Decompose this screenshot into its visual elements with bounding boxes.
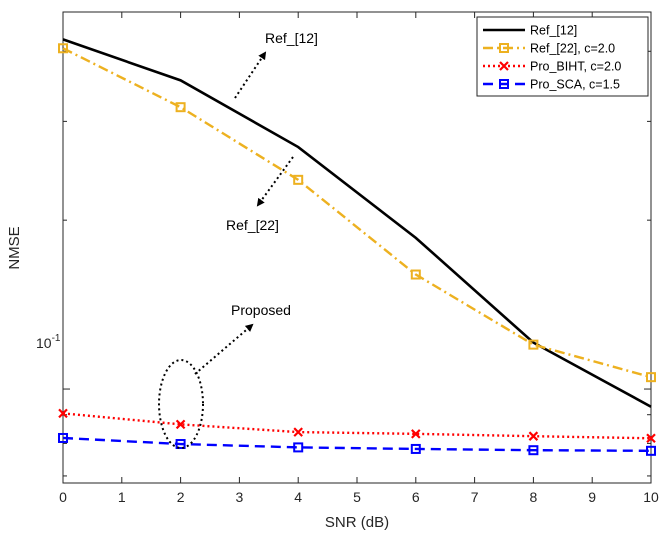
- series-2-point-4: [528, 431, 539, 441]
- series-3-point-0: [58, 432, 68, 443]
- x-tick-label-1: 1: [118, 489, 126, 505]
- series-1-point-3: [410, 269, 421, 280]
- x-tick-label-6: 6: [412, 489, 420, 505]
- series-2-point-3: [411, 429, 421, 439]
- y-axis-label: NMSE: [6, 226, 23, 269]
- series-2-point-2: [293, 427, 303, 437]
- legend-label-1: Ref_[22], c=2.0: [530, 42, 615, 56]
- legend-entry-1: Ref_[22], c=2.0: [483, 42, 615, 56]
- legend-label-3: Pro_SCA, c=1.5: [530, 78, 620, 92]
- legend-marker-2: [499, 61, 509, 71]
- series-3-point-3: [410, 443, 421, 454]
- legend-label-0: Ref_[12]: [530, 24, 577, 38]
- annotation-proposed-ellipse: [158, 359, 204, 449]
- legend-marker-1: [499, 43, 509, 53]
- series-line-2: [62, 412, 652, 440]
- series-1-point-1: [175, 102, 186, 113]
- series-2: [58, 408, 656, 444]
- x-tick-label-0: 0: [59, 489, 67, 505]
- y-tick-base: 10: [36, 335, 52, 351]
- x-tick-label-5: 5: [353, 489, 361, 505]
- legend-entry-2: Pro_BIHT, c=2.0: [483, 60, 621, 74]
- series-layer: [58, 38, 656, 456]
- series-3-point-4: [528, 445, 539, 456]
- series-2-point-5: [646, 433, 656, 444]
- x-tick-label-2: 2: [177, 489, 185, 505]
- annotation-ref22: Ref_[22]: [226, 156, 294, 233]
- series-0: [62, 38, 652, 408]
- series-1-point-4: [528, 339, 539, 350]
- annotation-proposed-label: Proposed: [231, 302, 291, 318]
- legend-entry-3: Pro_SCA, c=1.5: [483, 78, 620, 92]
- x-tick-label-3: 3: [236, 489, 244, 505]
- x-axis-label: SNR (dB): [325, 514, 389, 531]
- x-tick-label-4: 4: [294, 489, 302, 505]
- legend-label-2: Pro_BIHT, c=2.0: [530, 60, 621, 74]
- y-tick-label-0.1: 10-1: [36, 333, 61, 351]
- series-3: [58, 432, 656, 456]
- annotation-ref22-label: Ref_[22]: [226, 217, 279, 233]
- annotation-ref12: Ref_[12]: [234, 30, 318, 99]
- x-tick-label-10: 10: [643, 489, 659, 505]
- axis-ticks: 0 1 2 3 4 5 6 7 8 9 10: [59, 12, 659, 505]
- x-tick-label-9: 9: [588, 489, 596, 505]
- annotation-ref12-arrow: [234, 51, 267, 99]
- series-line-3: [62, 436, 652, 453]
- series-3-point-1: [175, 439, 186, 450]
- legend: Ref_[12] Ref_[22], c=2.0 Pro_BIHT, c=2.0 Pr…: [476, 16, 649, 97]
- x-tick-label-7: 7: [471, 489, 479, 505]
- annotation-proposed: Proposed: [158, 302, 291, 449]
- series-1-point-5: [646, 372, 656, 383]
- legend-marker-3: [499, 79, 509, 89]
- x-tick-label-8: 8: [530, 489, 538, 505]
- annotation-ref12-label: Ref_[12]: [265, 30, 318, 46]
- series-1: [58, 43, 656, 383]
- series-1-point-2: [293, 174, 304, 185]
- series-2-point-1: [175, 419, 186, 430]
- series-3-point-5: [646, 445, 656, 456]
- series-line-1: [62, 47, 652, 379]
- y-tick-exponent: -1: [52, 333, 61, 344]
- series-line-0: [62, 38, 652, 408]
- legend-entry-0: Ref_[12]: [483, 24, 577, 38]
- series-3-point-2: [293, 442, 304, 453]
- series-2-point-0: [58, 408, 68, 419]
- series-1-point-0: [58, 43, 68, 54]
